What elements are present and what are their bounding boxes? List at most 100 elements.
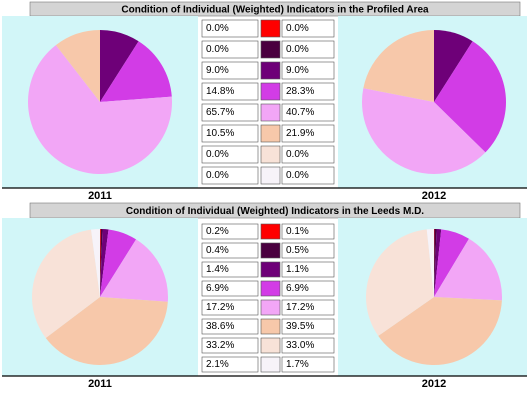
- value-label: 1.4%: [206, 264, 229, 275]
- cell: [281, 280, 335, 297]
- pie-slice: [100, 229, 137, 297]
- color-swatch: [260, 19, 281, 38]
- cell: [281, 242, 335, 259]
- pie-slice: [366, 229, 434, 336]
- pie-slice: [434, 41, 507, 153]
- pie-slice: [363, 29, 434, 102]
- pie-slice: [434, 229, 469, 297]
- color-swatch: [260, 356, 281, 373]
- pie-slice: [426, 229, 434, 297]
- cell: [201, 19, 259, 38]
- cell: [281, 61, 335, 80]
- cell: [201, 280, 259, 297]
- cell: [281, 82, 335, 101]
- value-label: 28.3%: [286, 86, 314, 97]
- value-label: 65.7%: [206, 107, 234, 118]
- title-bar: [29, 1, 521, 17]
- cell: [281, 124, 335, 143]
- cell: [281, 318, 335, 335]
- cell: [201, 166, 259, 185]
- pie-slice: [434, 238, 503, 301]
- value-label: 33.0%: [286, 340, 314, 351]
- value-label: 0.0%: [286, 23, 309, 34]
- value-label: 9.0%: [286, 65, 309, 76]
- value-label: 10.5%: [206, 128, 234, 139]
- cell: [281, 261, 335, 278]
- value-label: 0.0%: [206, 149, 229, 160]
- color-swatch: [260, 82, 281, 101]
- pie-slice: [100, 229, 103, 297]
- title-bar: [29, 202, 521, 219]
- value-label: 6.9%: [286, 283, 309, 294]
- pie-slice: [31, 229, 101, 338]
- value-label: 1.7%: [286, 359, 309, 370]
- cell: [201, 61, 259, 80]
- pie-slice: [100, 41, 172, 102]
- pie-slice: [100, 229, 101, 297]
- color-swatch: [260, 299, 281, 316]
- value-label: 2.1%: [206, 359, 229, 370]
- cell: [201, 103, 259, 122]
- value-label: 39.5%: [286, 321, 314, 332]
- color-swatch: [260, 223, 281, 240]
- pie-slice: [91, 229, 100, 297]
- pie-slice: [100, 239, 168, 302]
- value-label: 0.5%: [286, 245, 309, 256]
- cell: [281, 19, 335, 38]
- cell: [201, 145, 259, 164]
- pie-slice: [361, 88, 486, 174]
- cell: [201, 337, 259, 354]
- value-label: 40.7%: [286, 107, 314, 118]
- value-label: 38.6%: [206, 321, 234, 332]
- cell: [201, 242, 259, 259]
- color-swatch: [260, 242, 281, 259]
- cell: [281, 299, 335, 316]
- cell: [281, 40, 335, 59]
- value-label: 0.0%: [286, 149, 309, 160]
- pie-slice: [45, 297, 168, 365]
- panel-title: Condition of Individual (Weighted) Indic…: [126, 206, 424, 217]
- value-label: 33.2%: [206, 340, 234, 351]
- year-label: 2012: [422, 378, 446, 390]
- pie-slice: [100, 229, 109, 297]
- cell: [201, 124, 259, 143]
- value-label: 14.8%: [206, 86, 234, 97]
- pie-slice: [434, 229, 437, 297]
- value-label: 0.2%: [206, 226, 229, 237]
- color-swatch: [260, 145, 281, 164]
- pie-slice: [55, 30, 100, 102]
- cell: [201, 40, 259, 59]
- color-swatch: [260, 166, 281, 185]
- year-label: 2011: [88, 378, 112, 390]
- cell: [281, 145, 335, 164]
- panel-title: Condition of Individual (Weighted) Indic…: [121, 5, 429, 16]
- cell: [281, 356, 335, 373]
- cell: [281, 223, 335, 240]
- value-label: 6.9%: [206, 283, 229, 294]
- value-label: 0.0%: [206, 23, 229, 34]
- pie-slice: [434, 30, 473, 102]
- cell: [281, 103, 335, 122]
- color-swatch: [260, 40, 281, 59]
- color-swatch: [260, 337, 281, 354]
- year-label: 2012: [422, 190, 446, 202]
- value-label: 17.2%: [206, 302, 234, 313]
- cell: [201, 261, 259, 278]
- color-swatch: [260, 103, 281, 122]
- color-swatch: [260, 261, 281, 278]
- value-label: 21.9%: [286, 128, 314, 139]
- cell: [201, 318, 259, 335]
- value-label: 9.0%: [206, 65, 229, 76]
- color-swatch: [260, 61, 281, 80]
- value-label: 0.0%: [206, 170, 229, 181]
- color-swatch: [260, 318, 281, 335]
- cell: [201, 82, 259, 101]
- color-swatch: [260, 280, 281, 297]
- value-label: 0.0%: [206, 44, 229, 55]
- cell: [201, 223, 259, 240]
- value-label: 0.0%: [286, 44, 309, 55]
- color-swatch: [260, 124, 281, 143]
- cell: [281, 337, 335, 354]
- value-label: 0.0%: [286, 170, 309, 181]
